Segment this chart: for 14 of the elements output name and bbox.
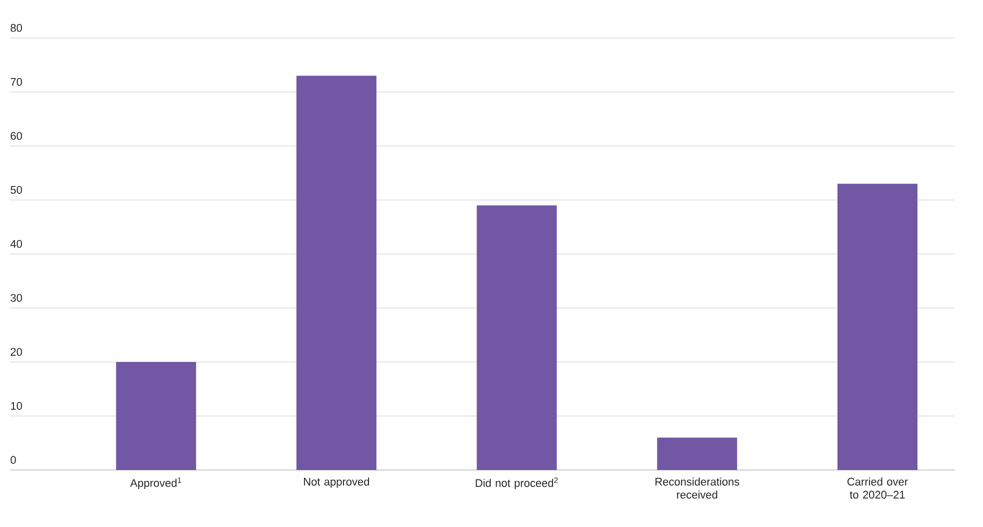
x-tick-label: Approved$^{1}$ [130,478,182,490]
y-tick-label: 30 [10,294,22,302]
y-tick-label: 20 [10,348,22,356]
y-tick-label: 80 [10,24,22,32]
x-tick-label: Did not proceed$^{2}$ [476,478,558,490]
y-tick-label: 40 [10,240,22,248]
y-tick-label: 10 [11,402,22,410]
x-tick-label: Carried over to 2020–21 [847,478,908,499]
y-tick-label: 70 [10,78,22,86]
x-tick-label: Not approved [304,478,370,488]
x-tick-label: Reconsiderations received [656,478,740,499]
y-tick-label: 0 [10,456,16,464]
y-tick-label: 60 [10,132,22,140]
y-tick-label: 50 [10,186,22,194]
